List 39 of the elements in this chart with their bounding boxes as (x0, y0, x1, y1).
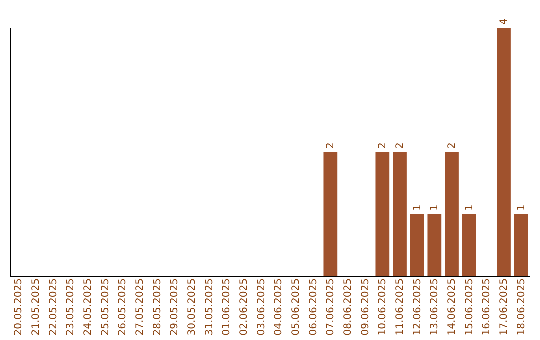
x-tick-label: 04.06.2025 (274, 278, 285, 336)
x-tick-label: 31.05.2025 (204, 278, 216, 336)
x-tick-label: 23.05.2025 (66, 278, 77, 336)
x-tick-label: 30.05.2025 (187, 278, 198, 336)
x-tick-label: 07.06.2025 (326, 278, 337, 336)
x-tick-label: 05.06.2025 (291, 278, 302, 336)
data-label: 1 (430, 204, 441, 211)
x-tick-label: 16.06.2025 (482, 278, 493, 336)
x-tick-label: 06.06.2025 (308, 278, 320, 336)
x-tick-label: 28.05.2025 (152, 278, 164, 336)
x-tick-label: 13.06.2025 (430, 278, 441, 336)
x-tick-label: 14.06.2025 (447, 278, 458, 336)
x-tick-label: 21.05.2025 (31, 278, 42, 336)
x-tick-label: 01.06.2025 (222, 278, 233, 336)
x-tick-label: 18.06.2025 (516, 278, 528, 336)
data-label: 2 (447, 142, 458, 149)
data-label: 1 (464, 204, 476, 211)
data-label: 2 (326, 142, 337, 149)
data-label: 2 (378, 142, 389, 149)
x-tick-label: 12.06.2025 (412, 278, 424, 336)
x-tick-label: 27.05.2025 (135, 278, 146, 336)
x-tick-label: 22.05.2025 (48, 278, 60, 336)
x-tick-label: 29.05.2025 (170, 278, 181, 336)
x-tick-label: 20.05.2025 (14, 278, 25, 336)
data-label: 1 (516, 204, 528, 211)
x-tick-label: 17.06.2025 (499, 278, 510, 336)
x-tick-label: 11.06.2025 (395, 278, 406, 336)
x-tick-label: 15.06.2025 (464, 278, 476, 336)
x-tick-label: 08.06.2025 (343, 278, 354, 336)
x-tick-label: 24.05.2025 (83, 278, 94, 336)
x-tick-label: 10.06.2025 (378, 278, 389, 336)
x-tick-label: 03.06.2025 (256, 278, 268, 336)
x-tick-label: 26.05.2025 (118, 278, 129, 336)
data-label: 1 (412, 204, 424, 211)
x-tick-label: 02.06.2025 (239, 278, 250, 336)
x-tick-label: 25.05.2025 (100, 278, 112, 336)
x-tick-label: 09.06.2025 (360, 278, 372, 336)
data-label: 2 (395, 142, 406, 149)
data-label: 4 (499, 18, 510, 25)
